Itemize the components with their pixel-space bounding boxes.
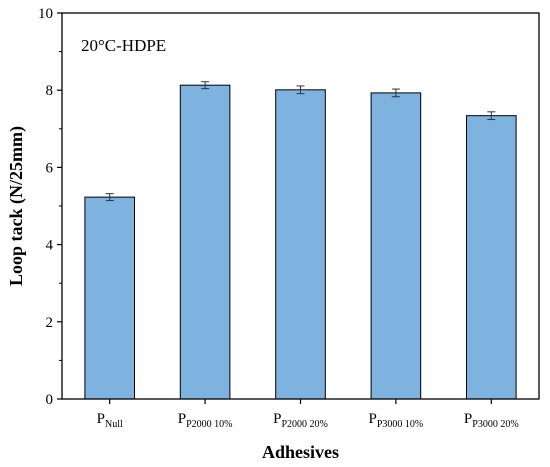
error-bars — [105, 81, 496, 202]
y-tick-label: 2 — [46, 315, 54, 331]
x-axis-ticks: PNull PP2000 10% PP2000 20% PP3000 10% PP300… — [97, 399, 519, 430]
bar-P3000 20% — [465, 115, 517, 400]
y-tick-label: 6 — [46, 160, 54, 176]
x-axis-title: Adhesives — [262, 442, 339, 462]
error-bar — [201, 81, 210, 90]
bars — [84, 84, 517, 400]
x-tick-label: PNull — [97, 411, 123, 430]
y-tick-label: 8 — [46, 83, 54, 99]
x-tick-label: PP2000 10% — [178, 411, 233, 430]
bar-P2000 20% — [275, 89, 326, 400]
chart-annotation: 20°C-HDPE — [81, 36, 166, 55]
bar-P2000 10% — [179, 84, 231, 400]
error-bar — [105, 193, 114, 202]
error-bar — [487, 111, 496, 121]
bar-Null — [84, 196, 136, 400]
y-tick-label: 4 — [46, 238, 54, 254]
x-tick-label: PP3000 20% — [464, 411, 519, 430]
y-axis-title: Loop tack (N/25mm) — [6, 126, 27, 286]
y-axis-ticks: 0 2 4 6 8 10 — [38, 6, 62, 408]
y-tick-label: 0 — [46, 392, 54, 408]
x-tick-label: PP3000 10% — [369, 411, 424, 430]
x-tick-label: PP2000 20% — [273, 411, 328, 430]
error-bar — [296, 85, 305, 95]
bar-P3000 10% — [370, 92, 422, 400]
y-tick-label: 10 — [38, 6, 53, 22]
error-bar — [391, 88, 400, 98]
